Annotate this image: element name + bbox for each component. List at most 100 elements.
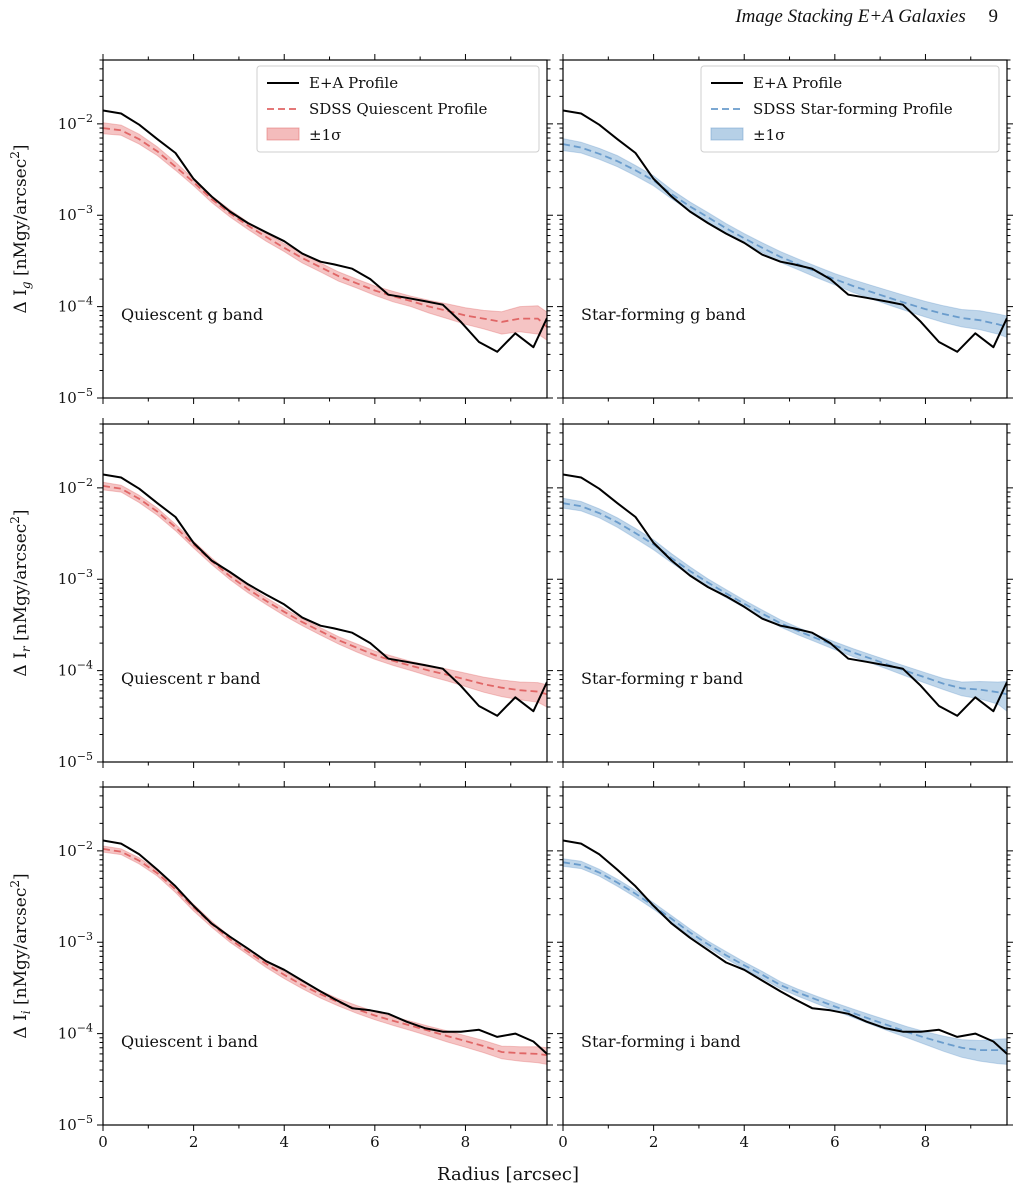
- y-tick-label: 10−4: [58, 295, 93, 316]
- y-tick-base: 10: [58, 1025, 77, 1043]
- legend-label-ea: E+A Profile: [309, 74, 398, 92]
- panel-4: Star-forming r band: [557, 418, 1013, 768]
- y-tick-exponent: −4: [77, 659, 93, 672]
- x-axis-label: Radius [arcsec]: [437, 1164, 579, 1185]
- y-tick-base: 10: [58, 662, 77, 680]
- y-tick-base: 10: [58, 479, 77, 497]
- page-number: 9: [988, 6, 999, 27]
- y-axis-label-part: r: [19, 645, 33, 652]
- y-tick-exponent: −5: [77, 386, 93, 399]
- panel-annotation: Quiescent i band: [121, 1032, 258, 1051]
- y-axis-label-part: Δ I: [11, 1014, 31, 1038]
- legend-swatch-band: [266, 127, 300, 141]
- y-axis-label-part: ]: [11, 144, 31, 151]
- y-tick-exponent: −5: [77, 1113, 93, 1126]
- ea-profile-line: [563, 839, 1007, 1055]
- y-tick-label: 10−5: [58, 750, 93, 771]
- y-tick-label: 10−3: [58, 567, 93, 588]
- panel-annotation: Quiescent g band: [121, 305, 263, 324]
- y-tick-exponent: −3: [77, 930, 93, 943]
- legend-swatch-band: [710, 127, 744, 141]
- x-tick-label: 0: [98, 1133, 108, 1151]
- y-axis-label-part: i: [19, 1010, 33, 1014]
- legend: E+A Profile SDSS Star-forming Profile ±1σ: [700, 65, 1000, 153]
- legend-label-sdss: SDSS Star-forming Profile: [753, 100, 953, 118]
- y-axis-label-part: g: [19, 281, 33, 289]
- legend-label-ea: E+A Profile: [753, 74, 842, 92]
- x-tick-label: 6: [370, 1133, 380, 1151]
- y-tick-label: 10−2: [58, 839, 93, 860]
- y-tick-base: 10: [58, 115, 77, 133]
- sdss-profile-line: [103, 848, 547, 1057]
- legend-label-sdss: SDSS Quiescent Profile: [309, 100, 488, 118]
- sdss-profile-line: [103, 127, 547, 328]
- y-tick-base: 10: [58, 933, 77, 951]
- legend-label-band: ±1σ: [309, 126, 341, 144]
- page-header: Image Stacking E+A Galaxies 9: [735, 6, 998, 28]
- y-tick-exponent: −2: [77, 112, 93, 125]
- y-axis-label-part: 2: [8, 516, 22, 524]
- panel-frame: [102, 423, 548, 763]
- panel-frame: [562, 786, 1008, 1126]
- y-axis-label-part: 2: [8, 151, 22, 159]
- ea-profile-line: [103, 839, 547, 1055]
- legend-box: [700, 65, 1000, 153]
- y-axis-label-part: ]: [11, 873, 31, 880]
- y-tick-exponent: −2: [77, 476, 93, 489]
- sdss-profile-line: [563, 861, 1007, 1051]
- ea-profile-line: [563, 473, 1007, 717]
- y-tick-exponent: −3: [77, 203, 93, 216]
- sdss-profile-line: [563, 502, 1007, 696]
- y-tick-label: 10−4: [58, 659, 93, 680]
- ea-profile-line: [103, 109, 547, 353]
- y-tick-label: 10−3: [58, 203, 93, 224]
- y-tick-exponent: −4: [77, 1022, 93, 1035]
- x-tick-label: 0: [558, 1133, 568, 1151]
- panel-annotation: Star-forming i band: [581, 1032, 741, 1051]
- header-title: Image Stacking E+A Galaxies: [735, 6, 966, 27]
- panel-2: Star-forming g band E+A Profile SDSS Star-…: [557, 54, 1013, 404]
- y-axis-label-part: 2: [8, 880, 22, 888]
- y-tick-exponent: −2: [77, 839, 93, 852]
- y-tick-base: 10: [58, 206, 77, 224]
- x-tick-label: 4: [279, 1133, 289, 1151]
- panel-annotation: Star-forming g band: [581, 305, 746, 324]
- x-tick-label: 6: [830, 1133, 840, 1151]
- sigma-band: [563, 858, 1007, 1065]
- y-axis-label-part: Δ I: [11, 289, 31, 313]
- y-tick-label: 10−3: [58, 930, 93, 951]
- legend-label-band: ±1σ: [753, 126, 785, 144]
- y-axis-label-part: [nMgy/arcsec: [11, 888, 31, 1011]
- panel-annotation: Star-forming r band: [581, 669, 743, 688]
- y-axis-label-part: [nMgy/arcsec: [11, 524, 31, 647]
- ea-profile-line: [103, 473, 547, 717]
- panel-frame: [102, 786, 548, 1126]
- ea-profile-line: [563, 109, 1007, 353]
- y-axis-label: Δ Ii [nMgy/arcsec2]: [8, 873, 33, 1038]
- x-tick-label: 8: [461, 1133, 471, 1151]
- y-tick-exponent: −3: [77, 567, 93, 580]
- panel-6: 0 2 4 6 8 Star-forming i band: [557, 781, 1013, 1151]
- y-tick-label: 10−2: [58, 112, 93, 133]
- legend-box: [256, 65, 540, 153]
- y-tick-exponent: −4: [77, 295, 93, 308]
- y-axis-label-part: Δ I: [11, 652, 31, 676]
- y-tick-base: 10: [58, 570, 77, 588]
- y-tick-label: 10−5: [58, 386, 93, 407]
- y-tick-label: 10−4: [58, 1022, 93, 1043]
- y-tick-base: 10: [58, 753, 77, 771]
- y-axis-label: Δ Ig [nMgy/arcsec2]: [8, 144, 33, 313]
- x-tick-label: 4: [739, 1133, 749, 1151]
- y-tick-exponent: −5: [77, 750, 93, 763]
- y-tick-base: 10: [58, 298, 77, 316]
- x-tick-label: 2: [649, 1133, 659, 1151]
- x-tick-label: 2: [189, 1133, 199, 1151]
- y-axis-label: Δ Ir [nMgy/arcsec2]: [8, 509, 33, 676]
- panel-frame: [562, 423, 1008, 763]
- y-tick-base: 10: [58, 389, 77, 407]
- y-axis-label-part: [nMgy/arcsec: [11, 159, 31, 282]
